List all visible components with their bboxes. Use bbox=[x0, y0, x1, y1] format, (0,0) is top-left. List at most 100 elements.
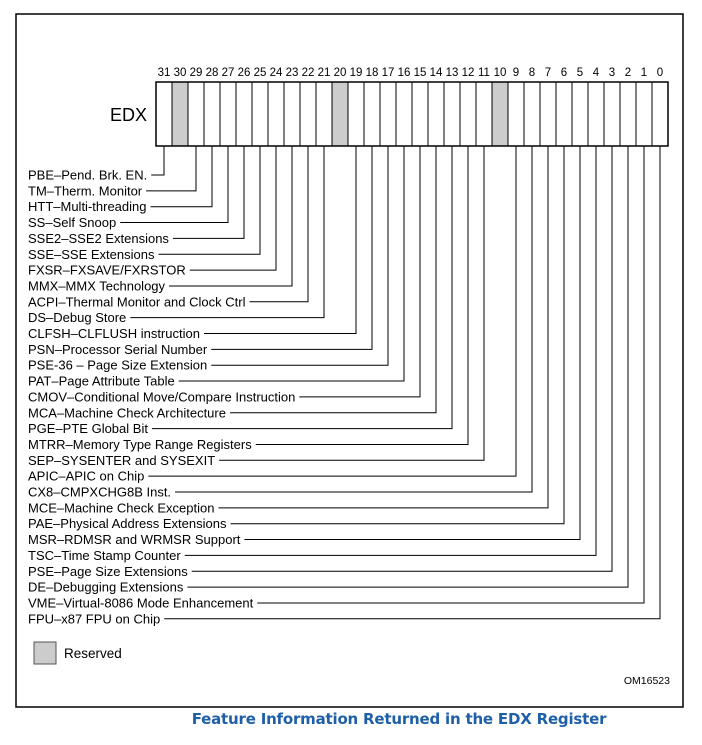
bit-number: 28 bbox=[206, 67, 219, 79]
leader-line bbox=[169, 146, 293, 287]
bit-number: 11 bbox=[478, 67, 490, 79]
register-bit bbox=[587, 81, 605, 147]
bit-number: 10 bbox=[494, 67, 507, 79]
bit-number: 27 bbox=[222, 67, 235, 79]
leader-line bbox=[189, 146, 277, 271]
register-bit bbox=[315, 81, 333, 147]
field-label: DE–Debugging Extensions bbox=[28, 580, 184, 595]
register-bit bbox=[219, 81, 237, 147]
bit-number: 20 bbox=[334, 67, 347, 79]
leader-line bbox=[211, 146, 389, 366]
leader-line bbox=[257, 146, 645, 604]
leader-line bbox=[146, 146, 197, 192]
bit-number: 14 bbox=[430, 67, 443, 79]
register-bit bbox=[475, 81, 493, 147]
bit-number: 29 bbox=[190, 67, 203, 79]
register-bit bbox=[395, 81, 413, 147]
leader-line bbox=[249, 146, 309, 303]
bit-number: 24 bbox=[270, 67, 283, 79]
register-bit bbox=[187, 81, 205, 147]
field-label: ACPI–Thermal Monitor and Clock Ctrl bbox=[28, 294, 246, 309]
leader-line bbox=[150, 146, 213, 208]
bit-number: 16 bbox=[398, 67, 411, 79]
bit-number: 17 bbox=[382, 67, 395, 79]
leader-line bbox=[184, 146, 597, 556]
bit-number: 21 bbox=[318, 67, 331, 79]
leader-line bbox=[203, 146, 357, 334]
leader-line bbox=[191, 146, 613, 572]
bit-number: 9 bbox=[513, 67, 519, 79]
field-label: MSR–RDMSR and WRMSR Support bbox=[28, 532, 241, 547]
bit-number: 7 bbox=[545, 67, 551, 79]
register-bit bbox=[443, 81, 461, 147]
bit-number: 18 bbox=[366, 67, 379, 79]
register-bit bbox=[235, 81, 253, 147]
bit-number: 12 bbox=[462, 67, 475, 79]
bit-number: 6 bbox=[561, 67, 567, 79]
register-bit bbox=[507, 81, 525, 147]
register-bit bbox=[651, 81, 669, 147]
leader-line bbox=[178, 146, 405, 382]
register-cells bbox=[155, 81, 669, 147]
bit-number: 30 bbox=[174, 67, 187, 79]
leader-line bbox=[120, 146, 229, 224]
register-bit bbox=[523, 81, 541, 147]
leader-line bbox=[219, 146, 485, 461]
field-label: TSC–Time Stamp Counter bbox=[28, 548, 181, 563]
leader-line bbox=[151, 146, 165, 176]
leader-line bbox=[229, 146, 437, 414]
bit-number: 31 bbox=[158, 67, 171, 79]
field-label: SS–Self Snoop bbox=[28, 215, 116, 230]
field-label: MCE–Machine Check Exception bbox=[28, 500, 214, 515]
field-label: FPU–x87 FPU on Chip bbox=[28, 611, 160, 626]
bit-number: 19 bbox=[350, 67, 363, 79]
leader-line bbox=[148, 146, 517, 477]
bit-number: 2 bbox=[625, 67, 631, 79]
bit-number: 26 bbox=[238, 67, 251, 79]
register-bit bbox=[411, 81, 429, 147]
bit-number: 23 bbox=[286, 67, 299, 79]
figure-frame bbox=[15, 13, 684, 708]
figure-caption: Feature Information Returned in the EDX … bbox=[191, 710, 607, 728]
register-bit bbox=[155, 81, 173, 147]
register-name: EDX bbox=[110, 105, 147, 125]
legend-reserved-label: Reserved bbox=[64, 646, 122, 661]
leader-line bbox=[158, 146, 261, 255]
leader-line bbox=[187, 146, 629, 588]
leader-line bbox=[164, 146, 661, 620]
field-labels: PBE–Pend. Brk. EN.TM–Therm. MonitorHTT–M… bbox=[28, 146, 661, 626]
leader-line bbox=[299, 146, 421, 398]
register-bit bbox=[363, 81, 381, 147]
bit-number: 0 bbox=[657, 67, 663, 79]
register-bit bbox=[539, 81, 557, 147]
register-bit bbox=[283, 81, 301, 147]
register-bit-reserved bbox=[491, 81, 509, 147]
leader-line bbox=[151, 146, 453, 430]
register-bit bbox=[379, 81, 397, 147]
register-bit bbox=[251, 81, 269, 147]
leader-line bbox=[218, 146, 549, 509]
bit-number: 5 bbox=[577, 67, 583, 79]
leader-line bbox=[230, 146, 565, 525]
register-bit bbox=[347, 81, 365, 147]
bit-numbers: 31 30 29 28 27 26 25 24 23 22 21 20 19 18 17 16 15 14 13 12… bbox=[158, 67, 664, 79]
register-bit bbox=[635, 81, 653, 147]
leader-line bbox=[211, 146, 373, 350]
field-label: APIC–APIC on Chip bbox=[28, 469, 144, 484]
register-bit-reserved bbox=[171, 81, 189, 147]
field-label: CLFSH–CLFLUSH instruction bbox=[28, 326, 200, 341]
field-label: PSE–Page Size Extensions bbox=[28, 564, 188, 579]
register-bit bbox=[267, 81, 285, 147]
field-label: MCA–Machine Check Architecture bbox=[28, 405, 226, 420]
leader-line bbox=[172, 146, 245, 239]
bit-number: 22 bbox=[302, 67, 315, 79]
field-label: DS–Debug Store bbox=[28, 310, 126, 325]
leader-line bbox=[255, 146, 469, 445]
field-label: PBE–Pend. Brk. EN. bbox=[28, 168, 147, 183]
register-bit bbox=[459, 81, 477, 147]
field-label: SSE–SSE Extensions bbox=[28, 247, 155, 262]
bit-number: 8 bbox=[529, 67, 535, 79]
field-label: SEP–SYSENTER and SYSEXIT bbox=[28, 453, 215, 468]
register-bit-reserved bbox=[331, 81, 349, 147]
field-label: PGE–PTE Global Bit bbox=[28, 421, 148, 436]
